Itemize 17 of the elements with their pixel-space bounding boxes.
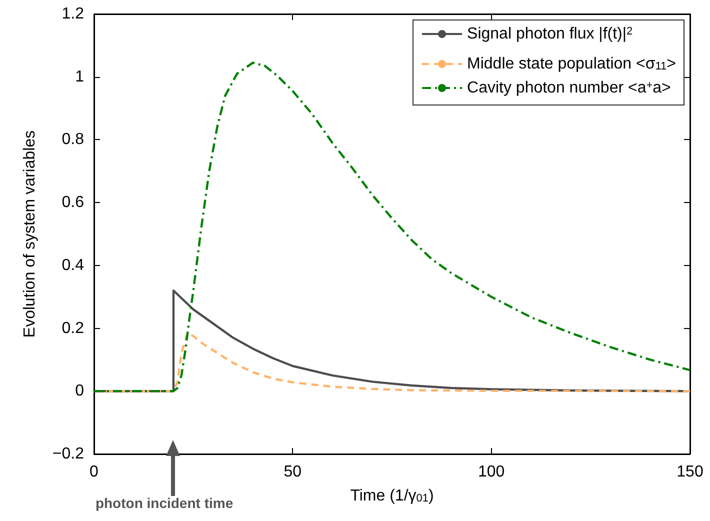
legend-label: Middle state population <σ11> (467, 56, 676, 72)
y-tick-label: 0.2 (62, 320, 84, 337)
legend-label: Cavity photon number <a+a> (467, 80, 671, 96)
y-tick-label: 1.2 (62, 6, 84, 22)
y-tick-label: 1 (75, 68, 84, 86)
y-axis-title: Evolution of system variables (22, 130, 38, 338)
x-axis-title: Time (1/γ01) (350, 487, 434, 504)
x-tick-label: 0 (90, 464, 99, 480)
x-tick-label: 150 (676, 464, 704, 480)
y-tick-label: 0.8 (62, 131, 84, 148)
x-tick-label: 100 (478, 464, 505, 480)
y-tick-label: 0 (75, 382, 84, 400)
y-tick-label: 0.4 (62, 256, 84, 274)
text: photon incident time (95, 495, 234, 511)
y-tick-label: −0.2 (52, 446, 84, 462)
x-tick-label: 50 (284, 464, 302, 480)
y-tick-label: 0.6 (62, 194, 84, 212)
